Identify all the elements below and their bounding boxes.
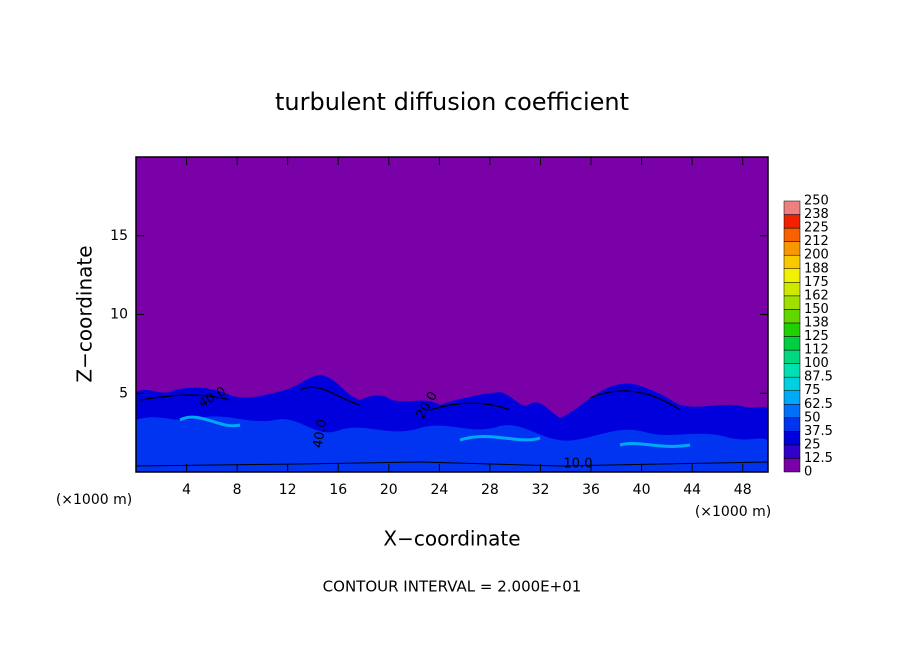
contour-label: 10.0 (564, 457, 593, 472)
colorbar-cell (783, 390, 801, 405)
colorbar-label: 238 (804, 207, 829, 222)
field-region (179, 415, 691, 448)
colorbar-label: 125 (804, 329, 829, 344)
colorbar-cell (783, 295, 801, 310)
colorbar-label: 175 (804, 275, 829, 290)
colorbar-label: 138 (804, 315, 829, 330)
colorbar-cell (783, 417, 801, 432)
x-axis-title: X−coordinate (383, 527, 520, 551)
colorbar-label: 75 (804, 383, 821, 398)
colorbar-label: 188 (804, 261, 829, 276)
y-tick-label: 5 (119, 385, 128, 401)
colorbar-label: 25 (804, 437, 821, 452)
footnote: CONTOUR INTERVAL = 2.000E+01 (323, 578, 582, 596)
colorbar-cell (783, 254, 801, 269)
colorbar-cell (783, 376, 801, 391)
colorbar-label: 250 (804, 194, 829, 209)
x-tick-label: 28 (481, 482, 499, 498)
colorbar-label: 100 (804, 356, 829, 371)
colorbar-cell (783, 431, 801, 446)
x-tick-label: 8 (233, 482, 242, 498)
y-axis-title: Z−coordinate (73, 245, 97, 382)
x-tick-label: 48 (734, 482, 752, 498)
colorbar-cell (783, 200, 801, 215)
field-region (136, 416, 768, 472)
colorbar-label: 62.5 (804, 397, 833, 412)
colorbar-cell (783, 363, 801, 378)
colorbar-cell (783, 268, 801, 283)
chart-title: turbulent diffusion coefficient (275, 88, 629, 116)
x-tick-label: 12 (279, 482, 297, 498)
colorbar-cell (783, 458, 801, 473)
colorbar-cell (783, 336, 801, 351)
colorbar-cell (783, 282, 801, 297)
colorbar-label: 112 (804, 343, 829, 358)
colorbar-cell (783, 214, 801, 229)
colorbar-cell (783, 227, 801, 242)
x-tick-label: 40 (633, 482, 651, 498)
colorbar-cell (783, 322, 801, 337)
colorbar-label: 200 (804, 248, 829, 263)
x-tick-label: 16 (329, 482, 347, 498)
colorbar-label: 150 (804, 302, 829, 317)
colorbar-label: 12.5 (804, 451, 833, 466)
x-tick-label: 44 (683, 482, 701, 498)
x-tick-label: 20 (380, 482, 398, 498)
colorbar-label: 50 (804, 410, 821, 425)
x-tick-label: 36 (582, 482, 600, 498)
x-tick-label: 24 (430, 482, 448, 498)
colorbar-label: 87.5 (804, 370, 833, 385)
colorbar-label: 225 (804, 221, 829, 236)
x-tick-label: 32 (532, 482, 550, 498)
colorbar-label: 37.5 (804, 424, 833, 439)
y-tick-label: 15 (110, 228, 128, 244)
field (136, 375, 768, 472)
colorbar-cell (783, 444, 801, 459)
contour-label: 40.0 (311, 418, 331, 449)
colorbar-label: 212 (804, 234, 829, 249)
colorbar-label: 0 (804, 465, 812, 480)
y-tick-label: 10 (110, 307, 128, 323)
contour-line (139, 386, 681, 411)
colorbar-cell (783, 309, 801, 324)
colorbar-cell (783, 349, 801, 364)
contour-line (136, 461, 768, 467)
colorbar-cell (783, 241, 801, 256)
x-unit-label: (×1000 m) (56, 492, 132, 508)
colorbar-label: 162 (804, 288, 829, 303)
x-tick-label: 4 (182, 482, 191, 498)
colorbar-cell (783, 404, 801, 419)
x-unit-label: (×1000 m) (695, 504, 771, 520)
